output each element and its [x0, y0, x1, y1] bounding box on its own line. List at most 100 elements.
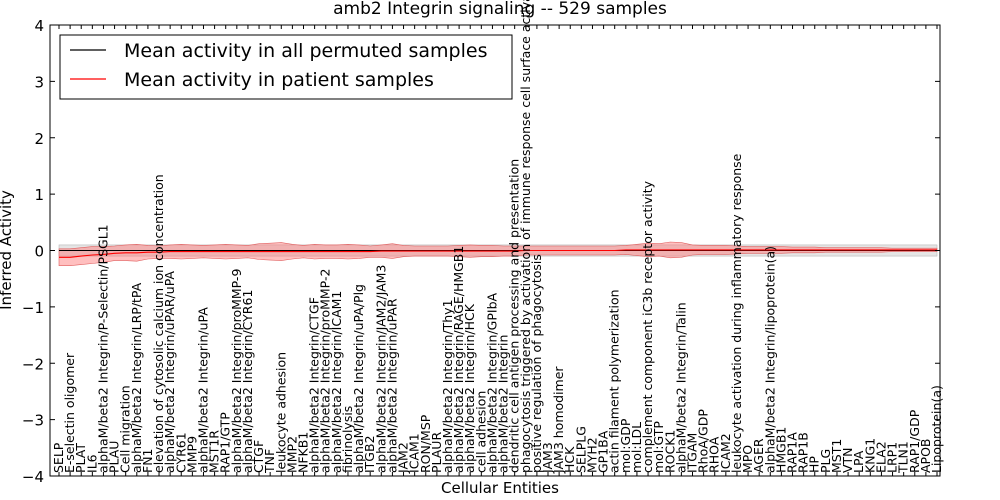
x-tick-label: HP [807, 456, 822, 473]
x-tick-label: alphaM/beta2 Integrin/JAM2/JAM3 [373, 265, 388, 473]
x-tick-label: RHOA [707, 436, 722, 473]
x-tick-label: alphaM/beta2 Integrin/uPAR/uPA [162, 271, 177, 473]
x-tick-label: E-selectin oligomer [62, 352, 77, 473]
x-tick-label: ITGB2 [362, 435, 377, 473]
bands-layer [58, 241, 938, 267]
x-tick-label: Lipoprotein(a) [929, 385, 944, 473]
y-tick-label: 1 [34, 186, 44, 204]
x-tick-label: actin filament polymerization [607, 289, 622, 473]
x-tick-label: alphaM/beta2 Integrin/CYR61 [240, 290, 255, 473]
x-tick-label: RAP1/GDP [907, 409, 922, 473]
x-tick-label: ICAM2 [718, 433, 733, 473]
x-tick-label: CYR61 [173, 432, 188, 473]
x-tick-label: MMP2 [284, 436, 299, 473]
x-tick-label: RhoA/GDP [696, 409, 711, 473]
x-tick-label: SELP [51, 442, 66, 473]
x-tick-label: RAP1/GTP [218, 412, 233, 473]
legend: Mean activity in all permuted samples Me… [59, 34, 513, 100]
y-tick-label: −2 [22, 355, 44, 373]
x-tick-label: LPA [851, 450, 866, 473]
x-tick-label: PLAT [73, 443, 88, 473]
legend-label-patient: Mean activity in patient samples [124, 69, 434, 91]
x-tick-label: dendritic cell antigen processing and pr… [507, 159, 522, 473]
x-tick-label: RAP1B [796, 432, 811, 473]
x-tick-label: JAM3 [540, 442, 555, 474]
x-tick-label: positive regulation of phagocytosis [529, 254, 544, 473]
y-axis-label: Inferred Activity [0, 190, 15, 310]
x-tick-label: VTN [840, 447, 855, 473]
x-tick-label: MYH2 [585, 437, 600, 473]
x-tick-label: fibrinolysis [340, 406, 355, 473]
x-tick-label: alphaM/beta2 Integrin/GPIbA [484, 292, 499, 472]
x-tick-label: mol:LDL [629, 422, 644, 473]
x-tick-label: JAM2 [396, 442, 411, 474]
x-tick-label: alphaM/beta2 Integrin/HCK [462, 303, 477, 473]
x-tick-label: alphaM/beta2 Integrin/proMMP-2 [318, 269, 333, 473]
x-tick-label: mol:GDP [618, 418, 633, 473]
x-tick-label: MST1R [207, 430, 222, 473]
x-tick-label: MPO [740, 445, 755, 473]
y-tick-label: −3 [22, 412, 44, 430]
x-tick-label: LRP1 [885, 442, 900, 473]
x-tick-label: TLN1 [896, 441, 911, 474]
x-tick-label: GP1BA [596, 430, 611, 473]
lines-layer [59, 249, 937, 258]
x-tick-label: alphaM/beta2 Integrin/RAGE/HMGB1 [451, 246, 466, 473]
legend-box [59, 34, 513, 100]
x-tick-label: PLAU [107, 441, 122, 474]
y-tick-label: −4 [22, 468, 44, 486]
x-tick-label: PLG [818, 449, 833, 473]
x-tick-label: RAP1A [785, 432, 800, 473]
x-tick-label: alphaM/beta2 Integrin/LRP/tPA [129, 282, 144, 473]
x-tick-label: alphaM/beta2 Integrin/lipoprotein(a) [762, 246, 777, 473]
x-tick-label: ELA2 [873, 441, 888, 473]
x-tick-label: IL6 [84, 454, 99, 473]
y-tick-label: 0 [34, 243, 44, 261]
y-tick-label: 3 [34, 73, 44, 91]
x-tick-label: KNG1 [862, 438, 877, 473]
x-tick-label: alphaM/beta2 Integrin/CTGF [307, 297, 322, 473]
x-tick-label: alphaM/beta2 Integrin/uPA [196, 307, 211, 473]
x-tick-label: Cell migration [118, 385, 133, 473]
x-tick-label: alphaM/beta2 Integrin/proMMP-9 [229, 269, 244, 473]
legend-label-permuted: Mean activity in all permuted samples [124, 40, 487, 62]
y-tick-label: 4 [34, 17, 44, 35]
x-tick-label: mol:GTP [651, 421, 666, 473]
y-tick-label: −1 [22, 299, 44, 317]
x-tick-label: alphaM/beta2 Integrin [496, 335, 511, 473]
y-axis: −4 −3 −2 −1 0 1 2 3 4 [22, 17, 940, 486]
x-tick-label: NFKB1 [296, 432, 311, 473]
x-tick-label: SELPLG [573, 426, 588, 473]
y-tick-label: 2 [34, 130, 44, 148]
x-tick-label: CTGF [251, 440, 266, 473]
x-axis-label: Cellular Entities [441, 479, 559, 497]
x-tick-label: complement component iC3b receptor activ… [640, 180, 655, 473]
x-tick-label: APOB [918, 438, 933, 473]
x-tick-label: ITGAM [685, 433, 700, 473]
x-tick-label: alphaM/beta2 Integrin/Thy1 [440, 299, 455, 473]
x-tick-label: ROCK1 [662, 430, 677, 473]
band-series-1 [58, 241, 938, 267]
x-tick-label: cell adhesion [473, 391, 488, 473]
x-tick-label: phagocytosis triggered by activation of … [518, 0, 533, 473]
x-tick-label: elevation of cytosolic calcium ion conce… [151, 174, 166, 473]
x-tick-label: JAM3 homodimer [551, 366, 566, 474]
x-tick-label: HMGB1 [773, 427, 788, 473]
x-tick-label: ICAM1 [407, 433, 422, 473]
x-tick-label: AGER [751, 438, 766, 473]
x-tick-label: alphaM/beta2 Integrin/P-Selectin/PSGL1 [96, 224, 111, 473]
x-tick-label: HCK [562, 446, 577, 473]
x-tick-label: leukocyte adhesion [273, 352, 288, 473]
x-tick-label: MST1 [829, 439, 844, 473]
line-series-1 [59, 249, 937, 258]
x-tick-label: alphaM/beta2 Integrin/ICAM1 [329, 291, 344, 473]
x-tick-label: RON/MSP [418, 414, 433, 473]
x-tick-label: alphaM/beta2 Integrin/uPAR [384, 298, 399, 473]
x-tick-label: leukocyte activation during inflammatory… [729, 153, 744, 473]
x-tick-label: MMP9 [184, 436, 199, 473]
x-tick-label: FN1 [140, 448, 155, 473]
x-tick-label: PLAUR [429, 432, 444, 473]
chart-title: amb2 Integrin signaling -- 529 samples [333, 0, 667, 19]
